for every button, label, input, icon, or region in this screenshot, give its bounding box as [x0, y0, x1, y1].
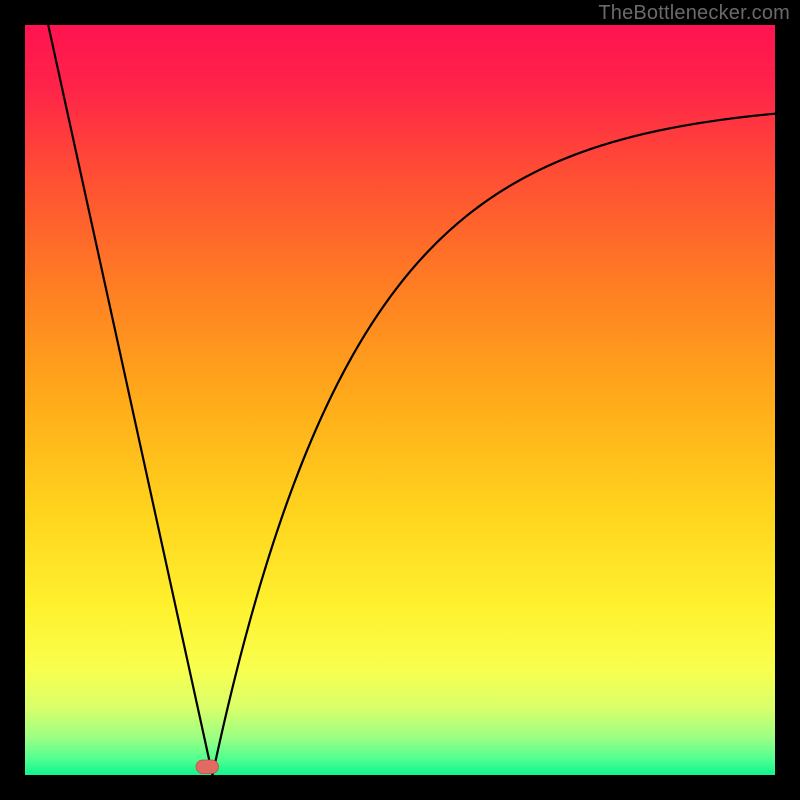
frame-edge-left	[0, 0, 25, 800]
frame-edge-right	[775, 0, 800, 800]
plot-area	[25, 25, 775, 775]
gradient-background	[25, 25, 775, 775]
vertex-marker	[196, 760, 219, 774]
chart-svg	[25, 25, 775, 775]
frame-edge-bottom	[0, 775, 800, 800]
chart-container: TheBottlenecker.com	[0, 0, 800, 800]
watermark-text: TheBottlenecker.com	[598, 2, 790, 25]
